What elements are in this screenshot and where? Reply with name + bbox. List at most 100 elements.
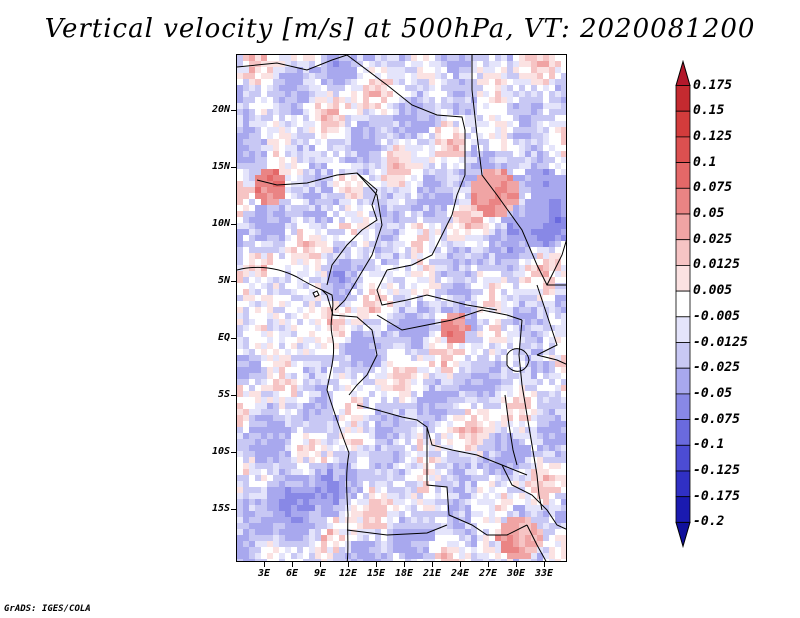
border-uganda-kenya [536,284,558,356]
colorbar-max-arrow [675,60,691,86]
colorbar-label: -0.175 [693,488,740,504]
border-angola-zambia [426,427,528,536]
lat-tick [231,338,236,339]
coastline-angola [346,452,350,561]
lon-tick [404,562,405,567]
lon-label-30e: 30E [506,568,526,579]
lon-tick [544,562,545,567]
border-ethiopia [546,239,566,286]
colorbar-label: 0.005 [693,283,733,299]
colorbar-label: 0.175 [693,77,733,93]
border-drc-south [356,404,528,476]
border-chad-sudan [386,174,466,271]
lon-label-15e: 15E [366,568,386,579]
colorbar-label: 0.025 [693,231,733,247]
lat-label-eq: EQ [217,332,230,343]
lon-label-24e: 24E [450,568,470,579]
colorbar-swatch [675,290,691,318]
colorbar-label: -0.125 [693,463,740,478]
colorbar-label: 0.075 [693,180,733,196]
colorbar-min-arrow [675,521,691,549]
lon-tick [488,562,489,567]
colorbar-swatch [675,162,691,189]
colorbar-label: -0.075 [693,411,740,427]
colorbar-swatch [675,419,691,446]
colorbar-label: 0.1 [693,154,717,170]
lake-tanganyika [504,394,518,466]
lon-tick [376,562,377,567]
lon-tick [432,562,433,567]
colorbar-label: -0.05 [693,385,733,401]
map-svg [237,55,566,561]
colorbar-label: 0.15 [693,103,725,119]
lat-tick [231,395,236,396]
lat-label-5s: 5S [217,389,230,400]
colorbar-swatch [675,264,691,292]
colorbar-swatch [675,342,691,369]
lon-label-18e: 18E [394,568,414,579]
border-libya-chad [346,55,388,86]
colorbar-label: -0.0125 [693,334,748,350]
lake-victoria [506,348,530,372]
border-sahara [237,55,348,71]
colorbar-swatch [675,444,691,472]
border-cameroon [334,172,383,311]
colorbar-label: -0.025 [693,360,740,376]
border-drc-north [376,309,523,331]
island-bioko [312,290,320,298]
border-sudan-east [471,55,566,286]
map-panel [236,54,567,562]
lon-tick [264,562,265,567]
border-mozambique [526,524,547,561]
lat-tick [231,281,236,282]
lon-label-27e: 27E [478,568,498,579]
border-nigeria [256,172,378,286]
lat-label-15n: 15N [211,161,230,172]
lon-tick [348,562,349,567]
lat-label-20n: 20N [211,104,230,115]
lat-label-15s: 15S [211,503,230,514]
lon-tick [320,562,321,567]
colorbar-swatch [675,187,691,215]
country-borders [237,55,566,561]
border-tanzania [536,354,566,365]
lat-tick [231,452,236,453]
lon-label-9e: 9E [313,568,327,579]
lon-label-21e: 21E [422,568,442,579]
border-car [376,269,498,311]
lon-label-6e: 6E [285,568,299,579]
footer-credit: GrADS: IGES/COLA [4,604,91,614]
colorbar-swatch [675,110,691,138]
colorbar-label: -0.1 [693,437,725,453]
lat-tick [231,509,236,510]
lon-label-33e: 33E [534,568,554,579]
colorbar-swatch [675,470,691,498]
lon-label-12e: 12E [338,568,358,579]
lat-tick [231,110,236,111]
lon-tick [460,562,461,567]
lon-tick [292,562,293,567]
border-zambia-east [501,464,566,530]
colorbar-swatch [675,316,691,343]
colorbar-swatch [675,136,691,164]
plot-title: Vertical velocity [m/s] at 500hPa, VT: 2… [44,14,756,44]
colorbar-swatch [675,496,691,523]
colorbar-swatch [675,213,691,241]
colorbar-swatch [675,393,691,420]
velocity-field [237,55,566,561]
border-namibia [346,524,448,536]
lon-tick [516,562,517,567]
lake-malawi [536,474,543,511]
border-gabon-congo [331,314,378,396]
lat-tick [231,224,236,225]
coastline-guinea [321,289,334,316]
colorbar-swatch [675,85,691,112]
colorbar-label: 0.0125 [693,257,740,273]
border-niger-chad [386,84,466,175]
lat-label-10n: 10N [211,218,230,229]
colorbar-swatch [675,367,691,395]
lat-tick [231,167,236,168]
lon-label-3e: 3E [257,568,271,579]
colorbar-label: -0.005 [693,308,740,324]
colorbar-swatch [675,239,691,266]
